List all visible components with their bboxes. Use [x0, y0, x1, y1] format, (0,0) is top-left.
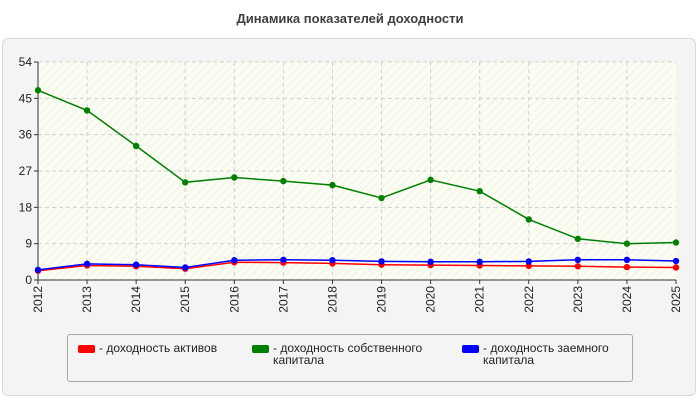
y-tick-label: 54: [19, 55, 33, 69]
y-tick-label: 9: [25, 237, 32, 251]
data-point-debt: [476, 258, 483, 266]
data-point-debt: [378, 258, 385, 265]
data-point-debt: [329, 257, 336, 264]
legend-item-equity: - доходность собственного капитала: [252, 342, 452, 366]
y-tick-label: 27: [19, 164, 33, 178]
legend-label-equity: - доходность собственного капитала: [273, 341, 423, 367]
x-tick-label: 2018: [325, 286, 339, 313]
legend-swatch-debt: [462, 345, 479, 353]
series-line-debt: [37, 259, 677, 271]
data-point-equity: [231, 174, 238, 181]
data-point-debt: [280, 256, 287, 264]
legend-swatch-assets: [78, 345, 95, 353]
x-tick-label: 2022: [522, 286, 536, 313]
x-tick-label: 2017: [276, 286, 290, 313]
chart-title: Динамика показателей доходности: [236, 11, 464, 26]
legend-swatch-equity: [252, 345, 269, 353]
data-point-debt: [427, 258, 434, 266]
data-point-debt: [34, 266, 42, 274]
data-point-debt: [574, 256, 582, 264]
data-point-equity: [427, 176, 434, 184]
data-point-equity: [182, 179, 189, 186]
data-point-assets: [574, 263, 582, 270]
y-tick-label: 36: [19, 128, 33, 142]
x-tick-label: 2012: [31, 286, 45, 313]
x-tick-label: 2021: [473, 286, 487, 313]
series-line-equity: [37, 89, 677, 245]
data-point-equity: [34, 87, 42, 94]
data-point-equity: [672, 239, 680, 246]
chart-legend: - доходность активов - доходность собств…: [67, 334, 633, 382]
x-tick-label: 2016: [227, 286, 241, 313]
data-point-debt: [231, 257, 238, 264]
data-point-equity: [280, 177, 287, 185]
data-point-equity: [132, 142, 140, 150]
x-tick-label: 2020: [424, 286, 438, 313]
data-point-equity: [623, 240, 631, 247]
data-point-equity: [574, 235, 582, 243]
x-tick-label: 2024: [620, 286, 634, 313]
data-point-debt: [83, 260, 91, 268]
data-point-assets: [672, 264, 680, 271]
x-tick-label: 2014: [129, 286, 143, 313]
data-point-debt: [623, 256, 631, 264]
data-point-debt: [525, 258, 532, 265]
y-tick-label: 18: [19, 200, 33, 214]
data-point-assets: [623, 263, 631, 271]
x-tick-label: 2015: [178, 286, 192, 313]
legend-item-assets: - доходность активов: [78, 342, 238, 354]
x-tick-label: 2025: [669, 286, 683, 313]
data-point-equity: [83, 107, 91, 114]
data-point-equity: [525, 216, 532, 223]
series-line-assets: [37, 261, 677, 272]
data-point-debt: [672, 257, 680, 265]
data-point-debt: [132, 261, 140, 268]
data-point-debt: [182, 264, 189, 271]
legend-item-debt: - доходность заемного капитала: [462, 342, 632, 366]
data-point-equity: [378, 194, 385, 202]
x-tick-label: 2013: [80, 286, 94, 313]
x-tick-label: 2019: [375, 286, 389, 313]
y-tick-label: 45: [19, 91, 33, 105]
data-point-equity: [329, 181, 336, 189]
legend-label-debt: - доходность заемного капитала: [483, 341, 609, 367]
data-point-equity: [476, 187, 483, 195]
data-point-assets: [525, 262, 532, 270]
x-tick-label: 2023: [571, 286, 585, 313]
y-tick-label: 0: [25, 273, 32, 287]
legend-label-assets: - доходность активов: [99, 341, 218, 355]
